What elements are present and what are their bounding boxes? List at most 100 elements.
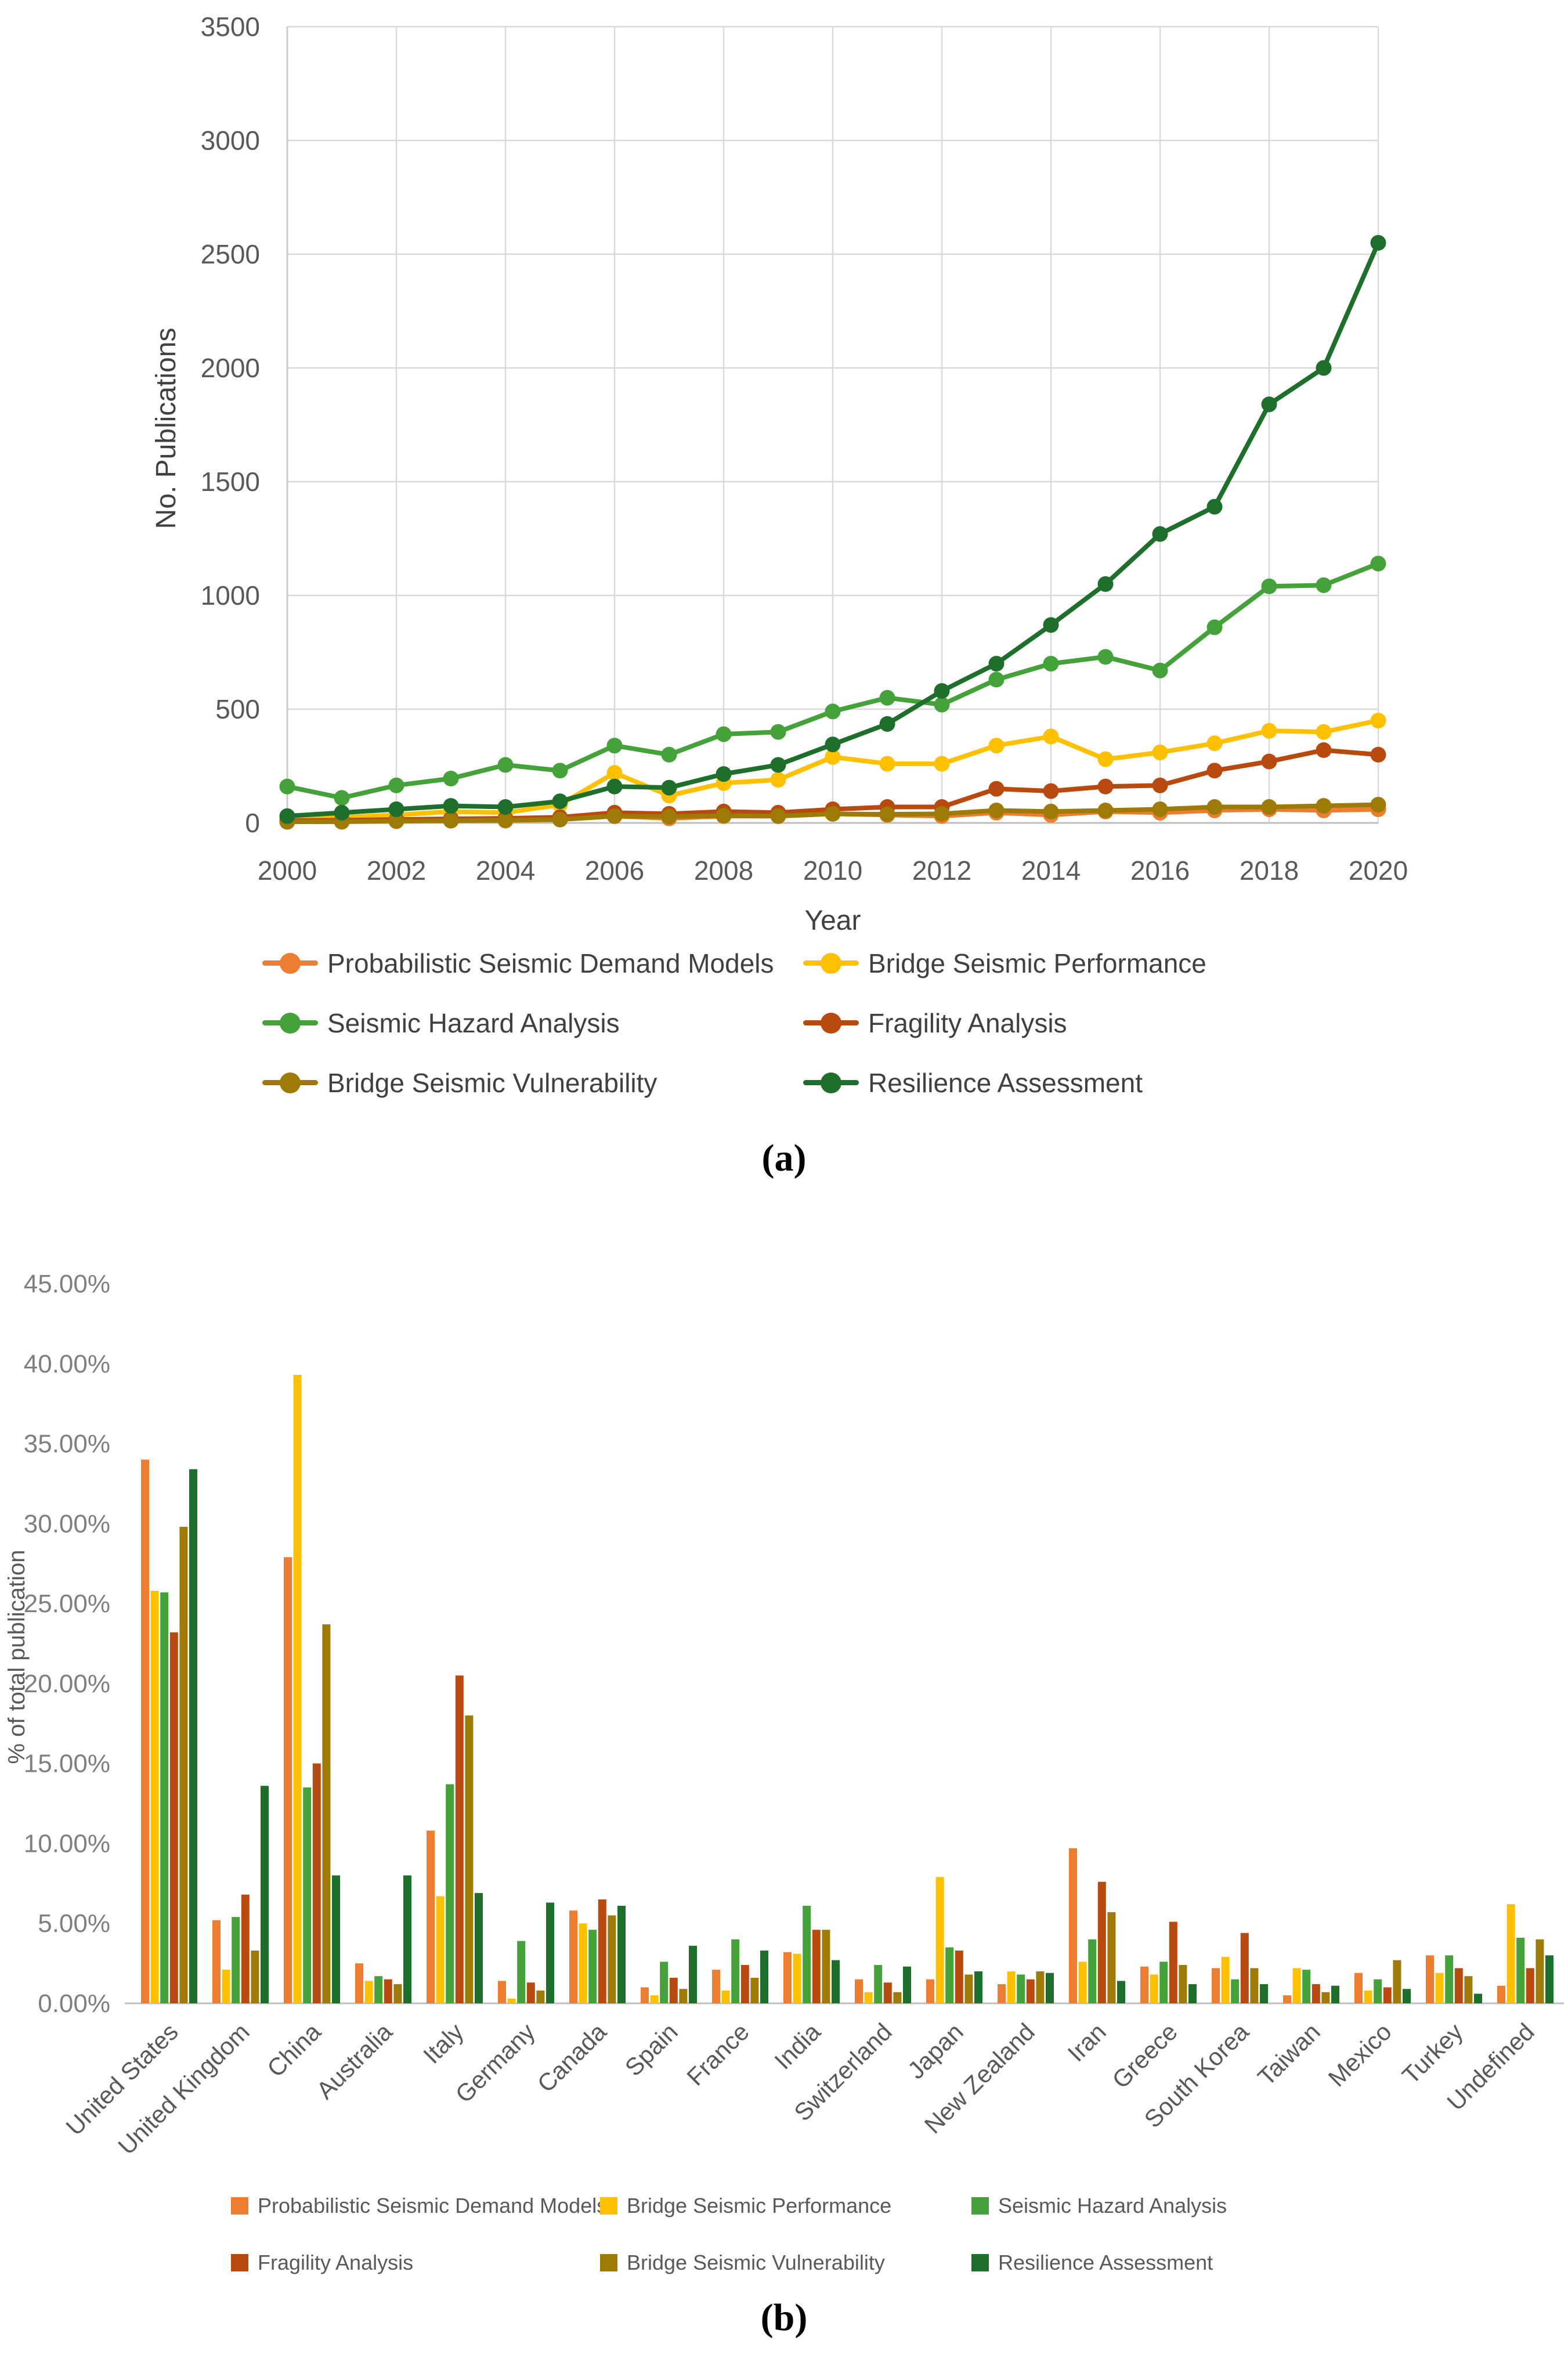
line-marker-icon bbox=[262, 952, 318, 974]
bar bbox=[1046, 1973, 1054, 2003]
bar bbox=[689, 1945, 697, 2003]
data-point bbox=[1043, 656, 1059, 672]
bar bbox=[712, 1970, 720, 2003]
bar bbox=[1393, 1960, 1401, 2003]
data-point bbox=[1261, 723, 1277, 739]
data-point bbox=[1370, 797, 1386, 813]
y-axis-tick-labels: 0 500 1000 1500 2000 2500 3000 3500 bbox=[201, 12, 260, 838]
legend-item-seismic-hazard-analysis: Seismic Hazard Analysis bbox=[262, 1007, 803, 1039]
data-point bbox=[770, 724, 786, 740]
data-point bbox=[1206, 619, 1223, 635]
svg-text:Australia: Australia bbox=[311, 2018, 398, 2104]
legend-item-bridge-seismic-vulnerability: Bridge Seismic Vulnerability bbox=[262, 1067, 803, 1099]
bar bbox=[241, 1894, 250, 2003]
bar bbox=[284, 1557, 292, 2003]
data-point bbox=[825, 736, 841, 753]
svg-text:2500: 2500 bbox=[201, 239, 260, 269]
legend-item-bridge-seismic-vulnerability: Bridge Seismic Vulnerability bbox=[600, 2251, 971, 2275]
data-point bbox=[879, 689, 895, 706]
svg-text:Mexico: Mexico bbox=[1323, 2018, 1397, 2092]
data-point bbox=[934, 696, 950, 713]
svg-text:2014: 2014 bbox=[1021, 855, 1081, 886]
panel-a-caption: (a) bbox=[761, 1137, 807, 1179]
bar bbox=[1545, 1955, 1553, 2003]
legend-item-resilience-assessment: Resilience Assessment bbox=[803, 1067, 1206, 1099]
svg-text:2020: 2020 bbox=[1349, 855, 1408, 886]
bar-group-united-kingdom bbox=[212, 1786, 269, 2003]
svg-text:10.00%: 10.00% bbox=[24, 1829, 110, 1858]
data-point bbox=[552, 763, 568, 779]
data-point bbox=[716, 726, 732, 742]
bar bbox=[1283, 1995, 1291, 2003]
axis-titles: No. Publications Year bbox=[151, 328, 861, 936]
data-point bbox=[1206, 763, 1223, 779]
bar bbox=[517, 1941, 526, 2003]
bar bbox=[1107, 1912, 1116, 2003]
svg-text:United Kingdom: United Kingdom bbox=[113, 2018, 255, 2160]
bar-group-taiwan bbox=[1283, 1968, 1339, 2003]
data-point bbox=[1261, 799, 1277, 815]
legend-label: Probabilistic Seismic Demand Models bbox=[327, 948, 774, 978]
bar bbox=[303, 1787, 312, 2003]
bar bbox=[660, 1962, 669, 2003]
data-point bbox=[1043, 783, 1059, 799]
bar bbox=[740, 1964, 749, 2003]
svg-text:Taiwan: Taiwan bbox=[1252, 2018, 1325, 2091]
svg-text:Canada: Canada bbox=[532, 2018, 612, 2098]
data-point bbox=[1097, 802, 1114, 818]
data-point bbox=[988, 656, 1005, 672]
line-marker-icon bbox=[803, 1012, 859, 1034]
svg-text:40.00%: 40.00% bbox=[24, 1350, 110, 1378]
bar bbox=[1169, 1921, 1177, 2003]
bar bbox=[475, 1892, 483, 2003]
bar bbox=[1374, 1979, 1382, 2003]
bar bbox=[641, 1987, 649, 2003]
data-point bbox=[497, 812, 514, 828]
svg-text:India: India bbox=[769, 2018, 826, 2075]
bar bbox=[446, 1784, 454, 2003]
bar bbox=[679, 1989, 688, 2003]
svg-text:3500: 3500 bbox=[201, 12, 260, 42]
data-point bbox=[1043, 617, 1059, 633]
data-point bbox=[1097, 649, 1114, 665]
data-point bbox=[988, 781, 1005, 797]
bar bbox=[141, 1460, 149, 2003]
data-point bbox=[497, 799, 514, 815]
svg-text:2016: 2016 bbox=[1130, 855, 1190, 886]
bar bbox=[160, 1592, 169, 2003]
svg-text:Turkey: Turkey bbox=[1397, 2018, 1468, 2089]
bar bbox=[598, 1899, 606, 2003]
legend-item-resilience-assessment: Resilience Assessment bbox=[971, 2251, 1227, 2275]
data-point bbox=[1206, 735, 1223, 752]
bar bbox=[261, 1786, 269, 2003]
data-point bbox=[1206, 799, 1223, 815]
data-point bbox=[1152, 777, 1168, 793]
bar bbox=[588, 1930, 597, 2003]
data-point bbox=[879, 716, 895, 732]
bar bbox=[1159, 1962, 1168, 2003]
data-point bbox=[334, 790, 350, 806]
svg-text:2018: 2018 bbox=[1240, 855, 1299, 886]
svg-text:2010: 2010 bbox=[803, 855, 862, 886]
bar bbox=[403, 1875, 411, 2003]
bar bbox=[935, 1877, 944, 2003]
bar-group-germany bbox=[498, 1902, 554, 2003]
bar-group-turkey bbox=[1426, 1955, 1482, 2003]
legend-item-fragility-analysis: Fragility Analysis bbox=[231, 2251, 600, 2275]
data-point bbox=[606, 738, 623, 754]
data-point bbox=[1152, 801, 1168, 817]
legend-label: Fragility Analysis bbox=[868, 1007, 1067, 1038]
bar bbox=[179, 1526, 188, 2003]
bar bbox=[507, 1998, 516, 2003]
data-point bbox=[1152, 662, 1168, 678]
bar bbox=[332, 1875, 340, 2003]
bar bbox=[893, 1992, 902, 2003]
legend-label: Probabilistic Seismic Demand Models bbox=[258, 2194, 608, 2217]
bar bbox=[760, 1951, 768, 2003]
bar bbox=[427, 1830, 435, 2003]
bar bbox=[1321, 1992, 1330, 2003]
data-point bbox=[1261, 396, 1277, 413]
line-chart-legend: Probabilistic Seismic Demand Models Brid… bbox=[262, 933, 1206, 1113]
bar bbox=[721, 1990, 730, 2003]
bar bbox=[731, 1939, 740, 2003]
